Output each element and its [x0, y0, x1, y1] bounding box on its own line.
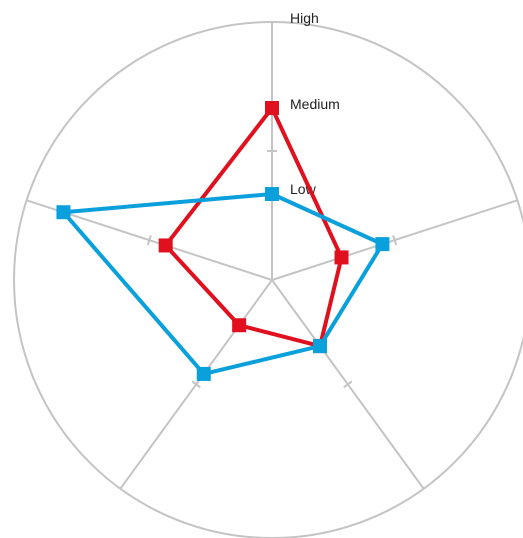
- level-label-high: High: [290, 10, 319, 26]
- series-2-point-4: [196, 366, 211, 381]
- series-2-point-5: [56, 205, 71, 220]
- series-2-point-3: [313, 339, 328, 354]
- radar-grid: [13, 21, 523, 538]
- radar-series: [56, 101, 390, 381]
- series-1-line: [163, 106, 344, 349]
- series-1-point-4: [232, 318, 247, 333]
- series-1: [158, 101, 349, 354]
- series-2-line: [61, 192, 385, 376]
- series-1-point-1: [265, 101, 279, 115]
- series-2-point-1: [265, 187, 279, 201]
- axis-tick-2: [392, 235, 398, 246]
- level-label-medium: Medium: [290, 96, 340, 112]
- series-2: [56, 187, 390, 381]
- axis-tick-4: [191, 380, 201, 389]
- level-labels: High Medium Low: [290, 10, 340, 197]
- axis-tick-5: [146, 235, 152, 246]
- outer-circle: [13, 21, 523, 538]
- series-1-point-5: [158, 238, 173, 253]
- series-2-point-2: [375, 237, 390, 252]
- series-1-point-2: [334, 250, 349, 265]
- axis-tick-3: [343, 380, 353, 389]
